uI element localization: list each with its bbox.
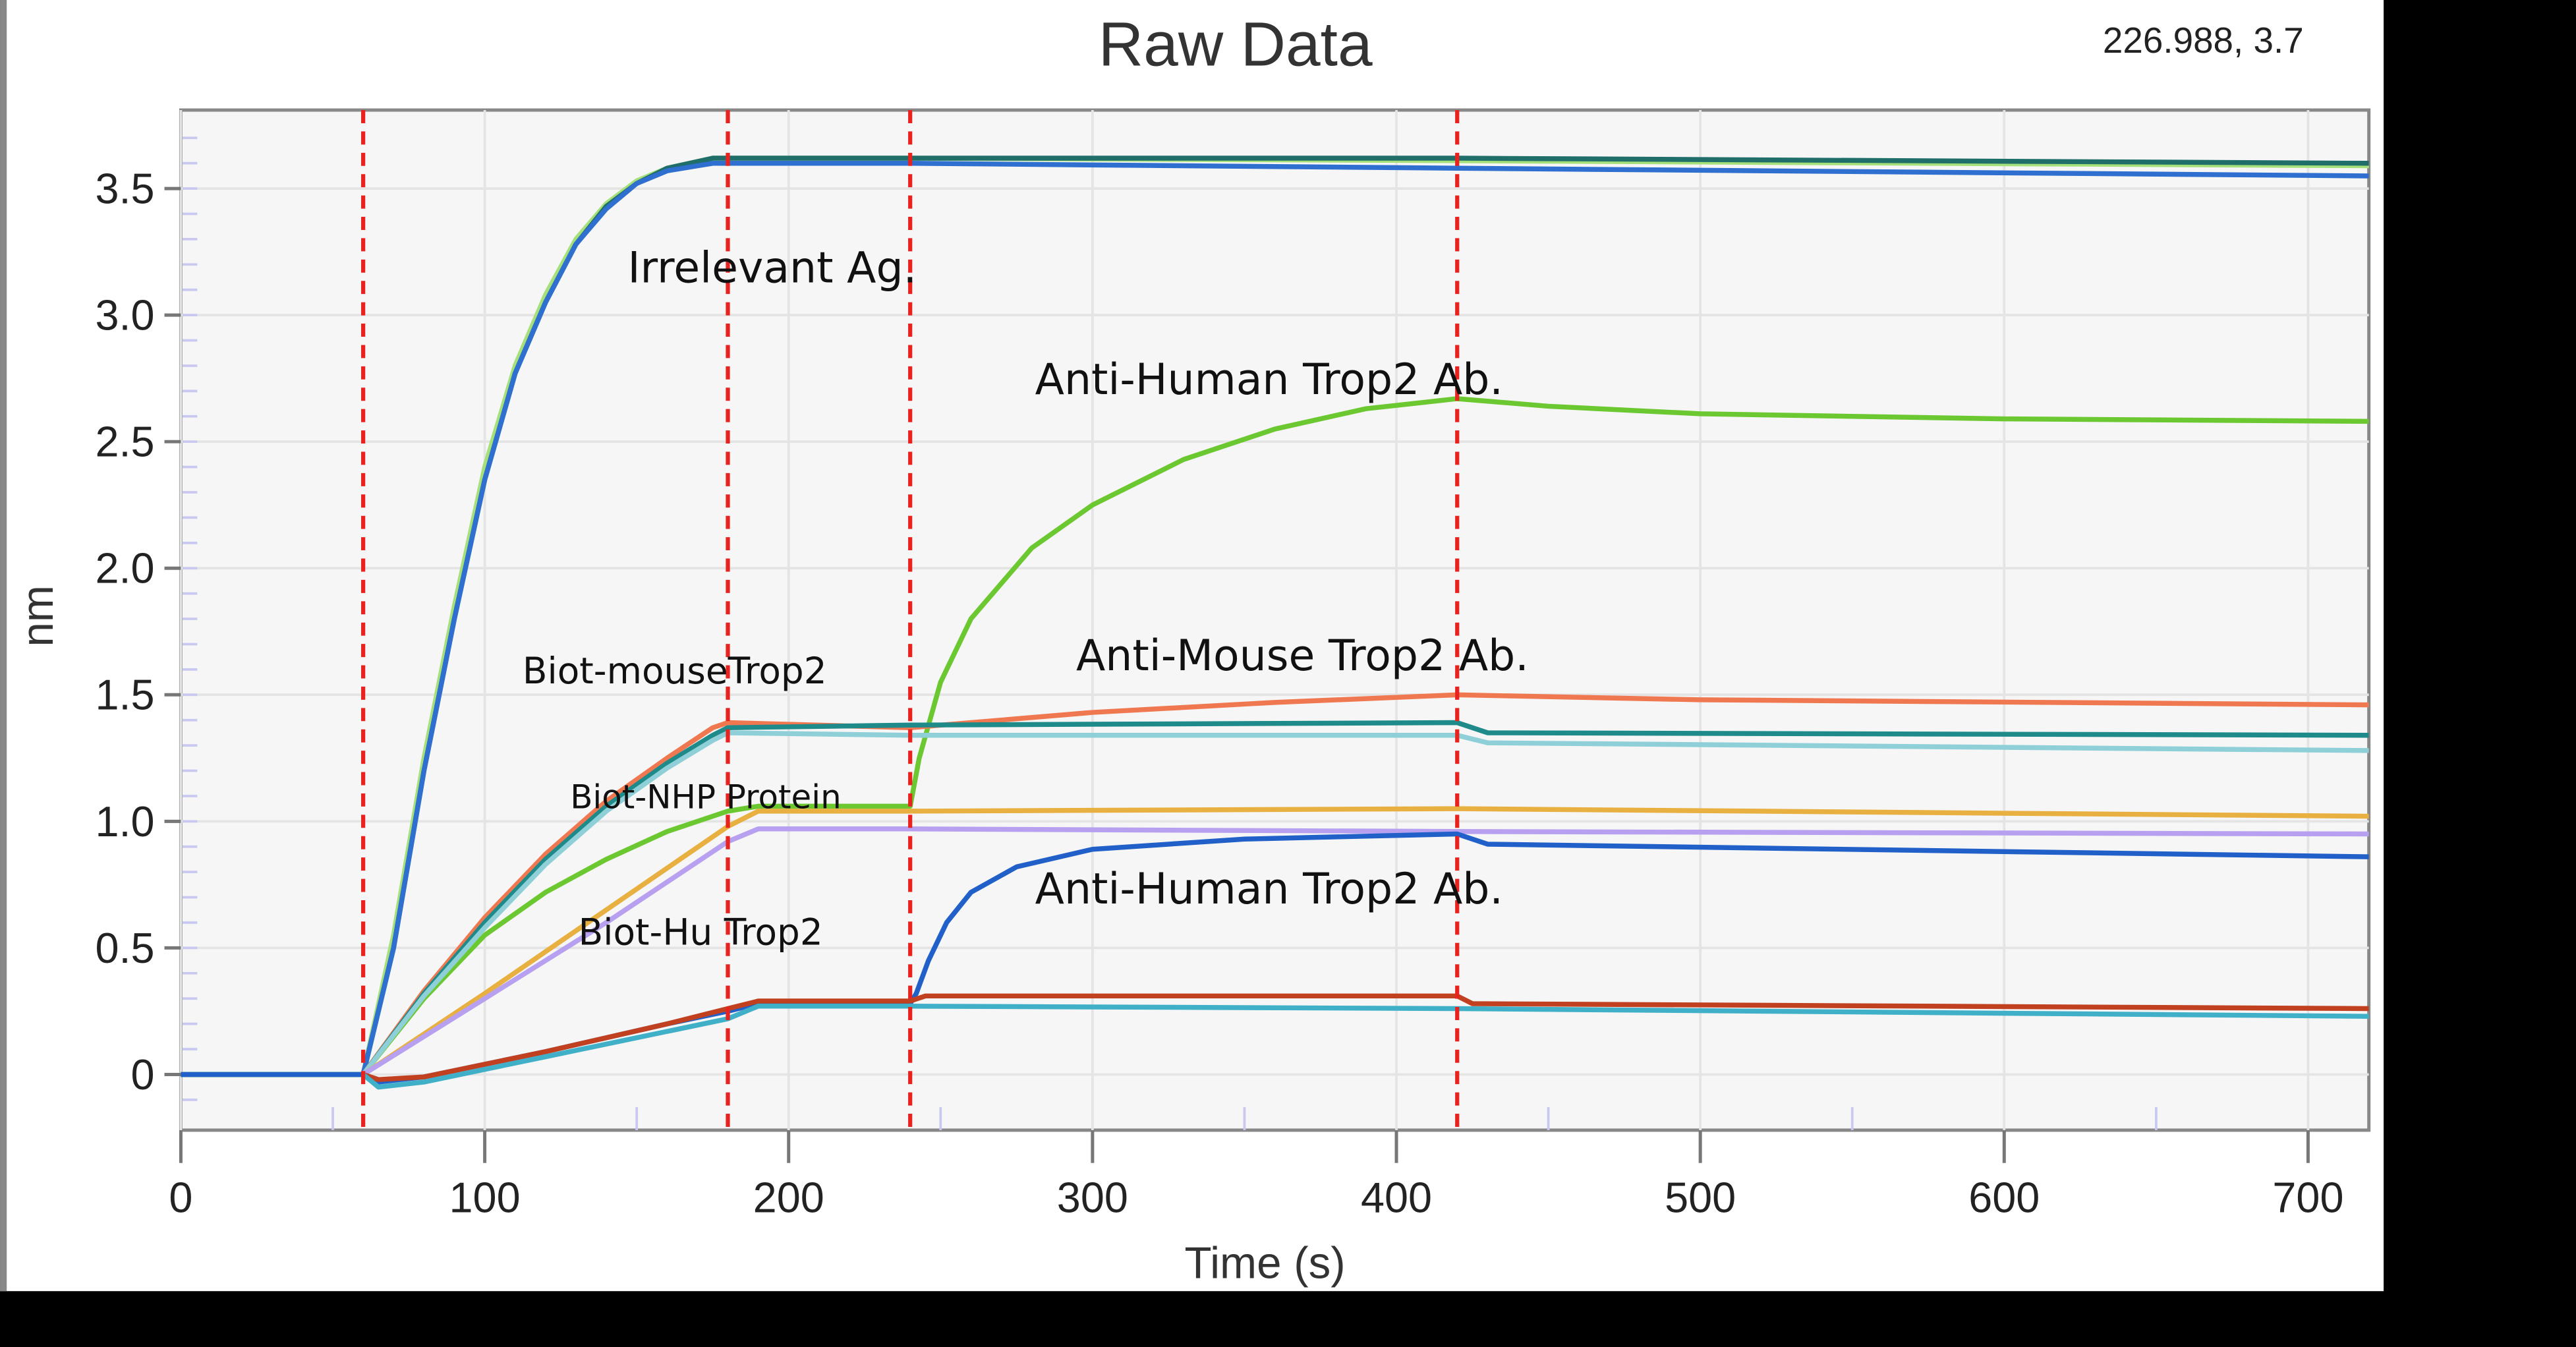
annotation-anti-human-upper: Anti-Human Trop2 Ab. [1035, 355, 1503, 405]
series-line-9 [362, 826, 2369, 1077]
x-tick-label: 400 [1361, 1174, 1432, 1222]
x-tick-label: 700 [2272, 1174, 2343, 1222]
series-line-7 [361, 730, 2369, 1076]
series-line-8 [362, 806, 2369, 1077]
x-axis-label: Time (s) [1184, 1238, 1345, 1288]
x-axis: 0 100 200 300 400 500 600 700 [169, 1107, 2344, 1222]
series-line-6 [361, 720, 2369, 1076]
x-tick-label: 200 [753, 1174, 824, 1222]
y-tick-label: 3.0 [95, 291, 154, 339]
x-tick-label: 100 [449, 1174, 521, 1222]
annotation-irrelevant-ag: Irrelevant Ag. [627, 244, 917, 293]
series-line-4 [181, 396, 2369, 1077]
y-tick-label: 0.5 [95, 924, 154, 972]
window-left-border [0, 0, 7, 1292]
y-tick-label: 0 [131, 1050, 155, 1099]
cursor-readout: 226.988, 3.7 [2103, 20, 2304, 61]
annotation-biot-nhp: Biot-NHP Protein [570, 778, 841, 816]
x-tick-label: 500 [1665, 1174, 1736, 1222]
x-tick-label: 0 [169, 1174, 192, 1222]
series-line-5 [361, 692, 2369, 1076]
series-group [181, 156, 2369, 1090]
x-tick-label: 300 [1057, 1174, 1128, 1222]
y-tick-label: 3.5 [95, 165, 154, 213]
series-line-11 [362, 993, 2369, 1082]
y-tick-label: 2.5 [95, 418, 154, 466]
grid [179, 110, 2369, 1130]
y-axis: 0 0.5 1.0 1.5 2.0 2.5 3.0 3.5 [95, 136, 198, 1101]
y-axis-label: nm [13, 585, 63, 647]
x-tick-label: 600 [1968, 1174, 2040, 1222]
annotation-biot-hu: Biot-Hu Trop2 [579, 911, 823, 953]
annotation-anti-mouse: Anti-Mouse Trop2 Ab. [1076, 631, 1529, 681]
y-tick-label: 1.5 [95, 671, 154, 719]
series-line-3 [181, 161, 2369, 1077]
y-tick-label: 1.0 [95, 797, 154, 845]
series-line-12 [361, 1004, 2369, 1090]
y-tick-label: 2.0 [95, 544, 154, 592]
annotation-anti-human-lower: Anti-Human Trop2 Ab. [1035, 865, 1503, 914]
annotation-biot-mouse: Biot-mouseTrop2 [523, 650, 827, 692]
chart-title: Raw Data [1099, 10, 1373, 80]
